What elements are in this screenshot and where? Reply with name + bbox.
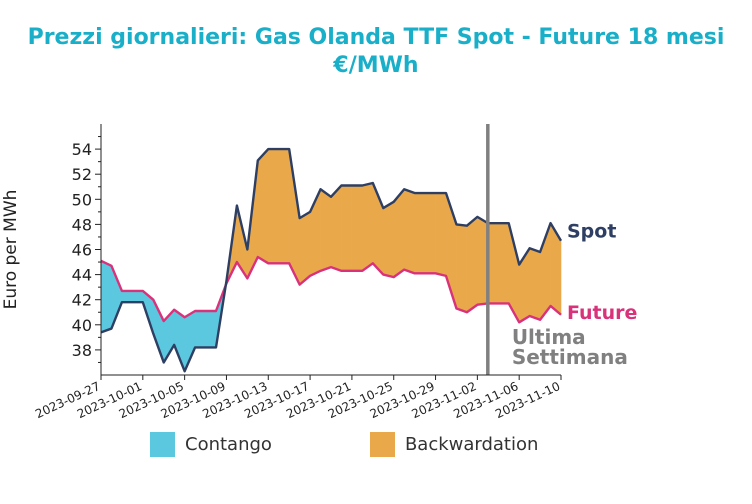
spot-line bbox=[100, 147, 563, 373]
spread-fill-segment bbox=[320, 188, 332, 272]
legend-swatch-contango bbox=[150, 432, 175, 457]
spread-fill-segment bbox=[267, 148, 280, 264]
spread-fill-segment bbox=[456, 224, 468, 313]
y-tick-label: 40 bbox=[72, 316, 92, 335]
spread-fill-segment bbox=[330, 184, 342, 272]
spread-fill-segment bbox=[341, 185, 353, 272]
spread-fill-segment bbox=[111, 265, 123, 329]
spread-fill-segment bbox=[424, 192, 436, 274]
spread-fill-segment bbox=[278, 148, 290, 264]
spread-fill-segment bbox=[435, 192, 447, 277]
spread-fill-segment bbox=[529, 247, 541, 321]
chart-title-line2: €/MWh bbox=[333, 53, 419, 78]
future-series-label: Future bbox=[567, 302, 637, 324]
y-tick-label: 50 bbox=[72, 190, 92, 209]
spread-fill-segment bbox=[132, 290, 144, 303]
spot-series-label: Spot bbox=[567, 221, 616, 243]
legend: Contango Backwardation bbox=[150, 432, 636, 457]
spread-fill-segment bbox=[362, 182, 374, 272]
spread-fill-segment bbox=[497, 222, 510, 304]
spread-fill-segment bbox=[403, 188, 415, 274]
spread-fill-segment bbox=[257, 148, 269, 264]
y-tick-label: 38 bbox=[72, 341, 92, 360]
spread-fill-segment bbox=[393, 188, 405, 278]
legend-label-contango: Contango bbox=[185, 434, 272, 455]
chart-title-line1: Prezzi giornalieri: Gas Olanda TTF Spot … bbox=[27, 25, 725, 50]
y-tick-label: 52 bbox=[72, 165, 92, 184]
series-lines bbox=[100, 147, 563, 373]
spread-fill-segment bbox=[173, 309, 185, 372]
spread-fill-segment bbox=[194, 310, 206, 348]
future-line bbox=[100, 255, 562, 324]
last-week-label-line1: Ultima bbox=[512, 325, 586, 349]
spread-fill-segment bbox=[299, 211, 311, 286]
legend-label-backwardation: Backwardation bbox=[404, 434, 539, 455]
last-week-label-line2: Settimana bbox=[512, 345, 628, 369]
spread-fill-segment bbox=[100, 260, 112, 333]
spread-fill-segment bbox=[382, 201, 395, 278]
y-tick-label: 44 bbox=[72, 266, 92, 285]
legend-swatch-backwardation bbox=[369, 432, 395, 457]
legend-item-contango: Contango bbox=[150, 432, 272, 457]
y-tick-label: 42 bbox=[72, 291, 92, 310]
spread-fill-segment bbox=[121, 290, 133, 303]
spread-fill-segment bbox=[414, 192, 426, 274]
spread-fill-segment bbox=[466, 216, 478, 313]
y-tick-label: 54 bbox=[72, 140, 92, 159]
series-labels: Spot Future bbox=[567, 221, 637, 324]
y-axis-title: Euro per MWh bbox=[1, 190, 21, 310]
y-tick-label: 48 bbox=[72, 215, 92, 234]
chart-title: Prezzi giornalieri: Gas Olanda TTF Spot … bbox=[0, 24, 752, 80]
area-fills bbox=[100, 148, 562, 372]
spread-fill-segment bbox=[205, 310, 217, 348]
legend-item-backwardation: Backwardation bbox=[369, 432, 539, 457]
spread-fill-segment bbox=[518, 247, 530, 323]
spread-fill-segment bbox=[351, 185, 363, 272]
y-tick-label: 46 bbox=[72, 241, 92, 260]
